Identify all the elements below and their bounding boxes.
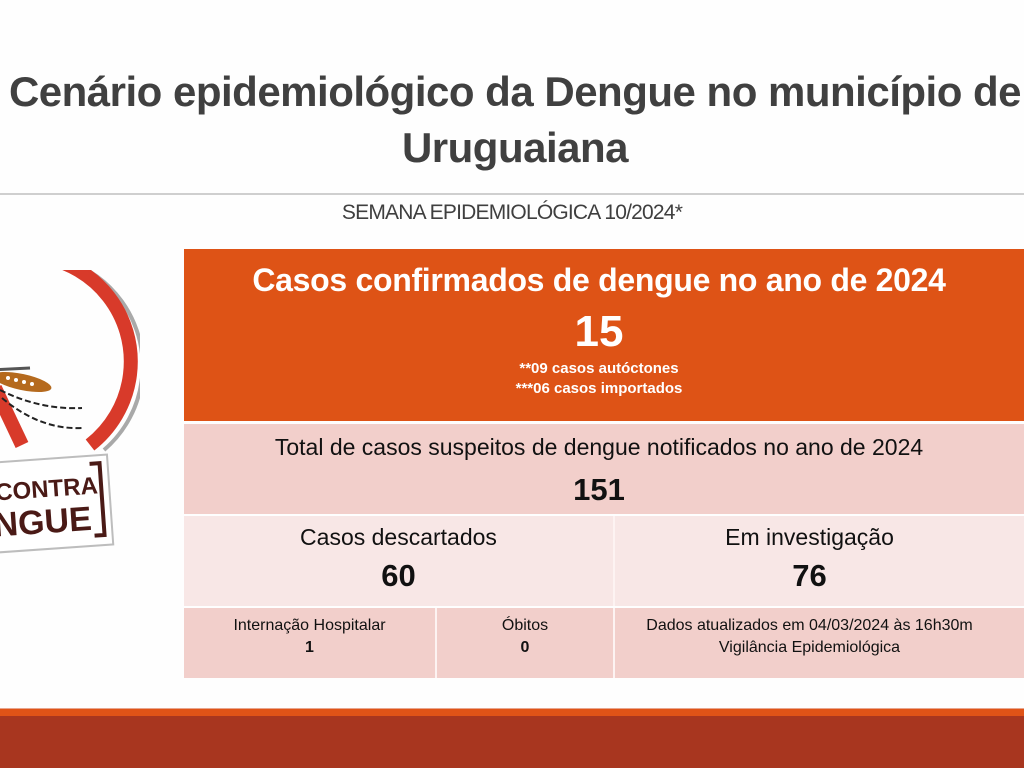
slide-title-line1: Cenário epidemiológico da Dengue no muni… [8,68,1022,115]
epidemiological-week: SEMANA EPIDEMIOLÓGICA 10/2024* [341,201,683,224]
data-source: Vigilância Epidemiológica [718,639,901,656]
hospital-value: 1 [305,639,314,656]
investigation-cell: Em investigação 76 [615,516,1024,606]
deaths-value: 0 [520,639,530,656]
svg-text:NGUE: NGUE [0,500,93,545]
footer-band-highlight [0,708,1024,709]
slide-title-line2: Uruguaiana [401,124,629,171]
discarded-value: 60 [381,558,416,593]
slide-title: Cenário epidemiológico da Dengue no muni… [0,64,1024,176]
confirmed-value: 15 [574,307,624,356]
imported-note: ***06 casos importados [515,380,683,397]
footer-band-orange [0,709,1024,716]
dengue-campaign-logo: CONTRA NGUE [0,248,145,560]
details-row: Internação Hospitalar 1 Óbitos 0 Dados a… [184,608,1024,678]
confirmed-heading: Casos confirmados de dengue no ano de 20… [252,262,946,298]
deaths-label: Óbitos [501,617,549,634]
confirmed-cases-row: Casos confirmados de dengue no ano de 20… [184,249,1024,421]
mosquito-prohibition-icon: CONTRA NGUE [0,248,145,555]
update-info-cell: Dados atualizados em 04/03/2024 às 16h30… [615,608,1024,678]
investigation-value: 76 [792,558,827,593]
confirmed-cases-cell: Casos confirmados de dengue no ano de 20… [184,249,1024,421]
investigation-label: Em investigação [725,524,894,550]
hospital-cell: Internação Hospitalar 1 [184,608,437,678]
suspected-value: 151 [573,472,625,507]
discarded-cell: Casos descartados 60 [184,516,615,606]
suspected-cases-cell: Total de casos suspeitos de dengue notif… [184,424,1024,514]
footer-band [0,716,1024,768]
discarded-label: Casos descartados [300,524,497,550]
hospital-label: Internação Hospitalar [233,617,386,634]
suspected-cases-row: Total de casos suspeitos de dengue notif… [184,424,1024,514]
discarded-investigation-row: Casos descartados 60 Em investigação 76 [184,516,1024,606]
title-divider [0,193,1024,195]
deaths-cell: Óbitos 0 [437,608,615,678]
autochthonous-note: **09 casos autóctones [519,360,679,377]
suspected-label: Total de casos suspeitos de dengue notif… [274,434,924,460]
updated-at: Dados atualizados em 04/03/2024 às 16h30… [646,617,973,634]
